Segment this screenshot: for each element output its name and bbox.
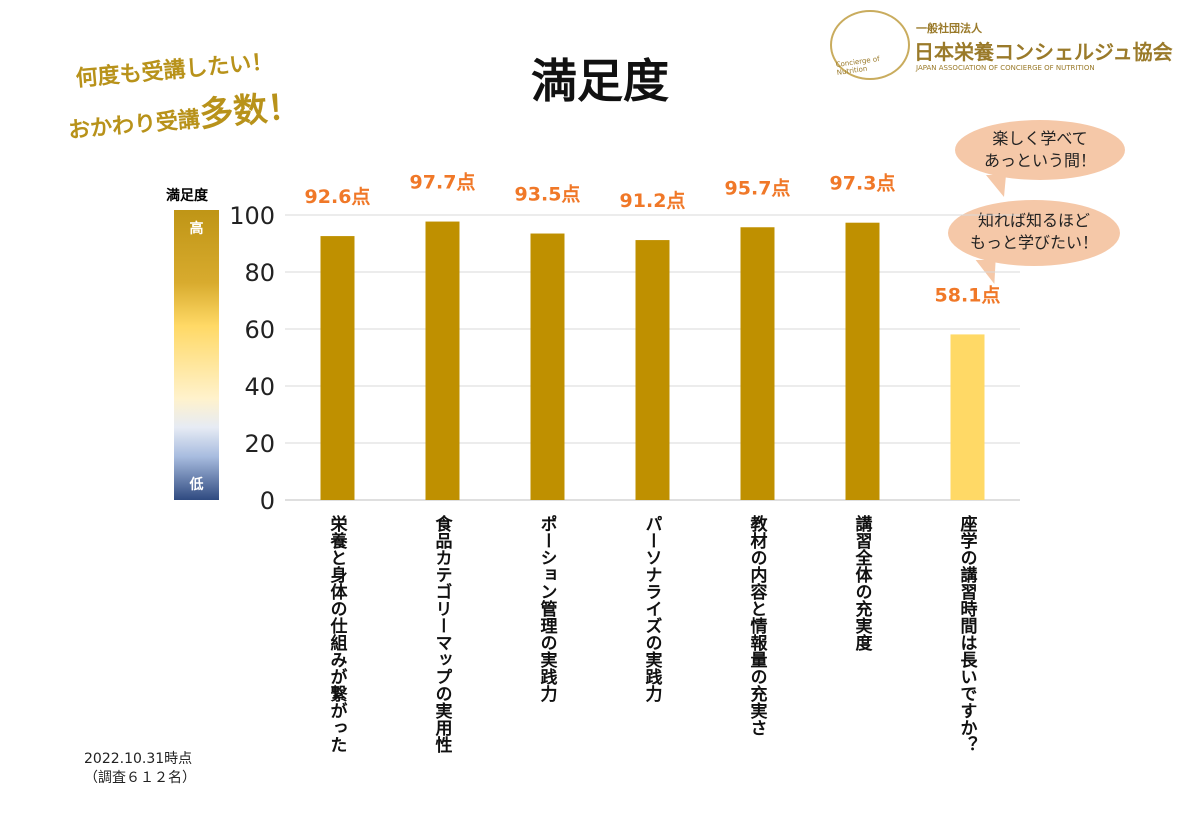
bubble-line: あっという間！ (983, 151, 1096, 170)
logo-sub: 一般社団法人 (916, 22, 982, 35)
bubble-line: 楽しく学べて (992, 129, 1088, 148)
data-label: 93.5点 (515, 184, 581, 206)
chart-title: 満足度 (531, 54, 669, 108)
y-tick-label: 80 (244, 259, 275, 287)
x-category-label: 教材の内容と情報量の充実さ (747, 514, 769, 736)
y-tick-label: 0 (260, 487, 275, 515)
x-category-label: パーソナライズの実践力 (642, 515, 663, 703)
bubble-line: 知れば知るほど (977, 211, 1090, 230)
legend-low: 低 (189, 477, 204, 493)
legend-title: 満足度 (166, 188, 208, 204)
y-tick-label: 40 (244, 373, 275, 401)
logo-english: JAPAN ASSOCIATION OF CONCIERGE OF NUTRIT… (916, 64, 1095, 72)
y-tick-label: 100 (229, 202, 275, 230)
footnote-survey: （調査６１２名） (84, 770, 196, 786)
x-category-label: 座学の講習時間は長いですか？ (957, 514, 978, 753)
footnote-date: 2022.10.31時点 (84, 751, 193, 767)
bar (530, 233, 565, 500)
x-category-label: ポーション管理の実践力 (537, 514, 558, 703)
x-category-label: 講習全体の充実度 (852, 514, 874, 652)
legend-high: 高 (189, 221, 204, 237)
data-label: 97.7点 (410, 172, 476, 194)
footnote: 2022.10.31時点 （調査６１２名） (84, 750, 196, 788)
y-tick-label: 20 (244, 430, 275, 458)
data-label: 91.2点 (620, 190, 686, 212)
bar (635, 240, 670, 500)
speech-bubble: 知れば知るほど もっと学びたい！ (948, 200, 1120, 266)
bar (950, 334, 985, 500)
data-label: 97.3点 (830, 173, 896, 195)
data-label: 92.6点 (305, 186, 371, 208)
x-category-label: 栄養と身体の仕組みが繋がった (327, 514, 349, 753)
color-scale-legend: 高 低 (174, 210, 219, 500)
bubble-line: もっと学びたい！ (969, 233, 1098, 252)
y-tick-label: 60 (244, 316, 275, 344)
speech-bubble: 楽しく学べて あっという間！ (955, 120, 1125, 180)
data-label: 95.7点 (725, 177, 791, 199)
bar (740, 227, 775, 500)
x-category-label: 食品カテゴリーマップの実用性 (432, 514, 453, 754)
bar (425, 221, 460, 500)
logo: Concierge of Nutrition 一般社団法人 日本栄養コンシェルジ… (830, 10, 1173, 80)
bar (845, 222, 880, 500)
logo-name: 日本栄養コンシェルジュ協会 (914, 40, 1173, 64)
bar (320, 236, 355, 500)
tree-emblem-icon: Concierge of Nutrition (830, 10, 910, 80)
data-label: 58.1点 (935, 284, 1001, 306)
